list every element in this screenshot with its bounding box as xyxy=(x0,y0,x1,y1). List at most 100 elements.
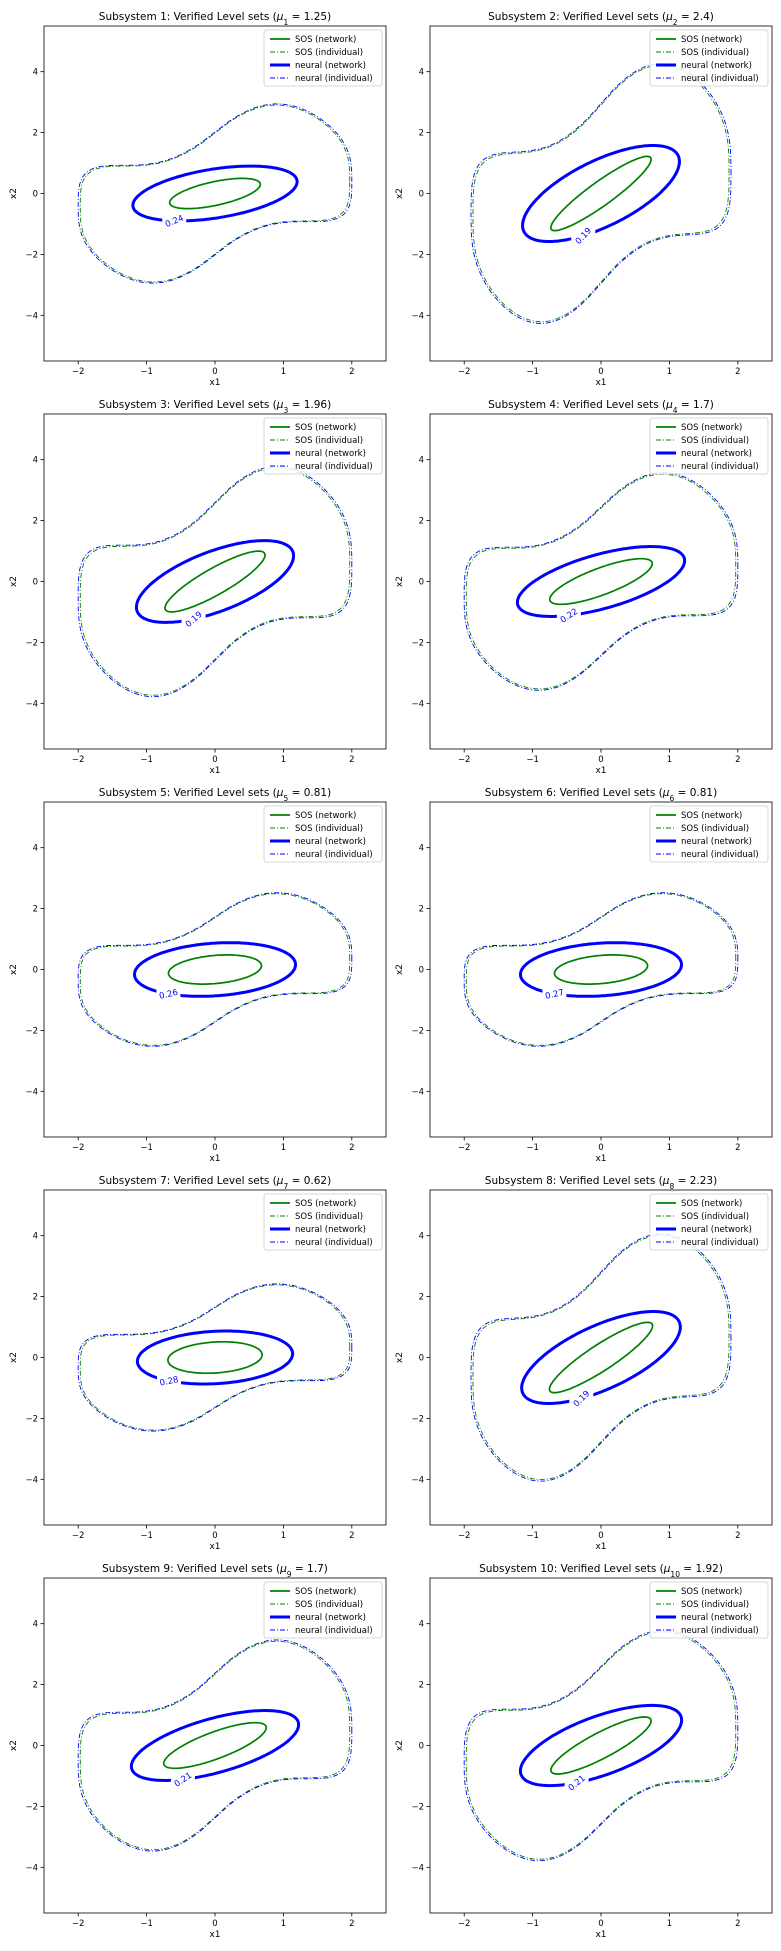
x-tick-label: 0 xyxy=(598,367,603,377)
x-tick-label: 2 xyxy=(349,755,354,765)
legend-label: neural (individual) xyxy=(295,462,373,472)
y-tick-label: 2 xyxy=(419,129,424,139)
legend-label: neural (individual) xyxy=(295,850,373,860)
x-tick-label: −1 xyxy=(526,1143,539,1153)
plot-area: 0.28 xyxy=(77,1283,353,1432)
subplot-8: 0.19 −2 −1 0 1 2 −4 −2 0 2 4 x1 x2 Subsystem 8: Verif… xyxy=(395,1175,773,1552)
x-tick-label: 0 xyxy=(212,755,217,765)
neural-individual-curve xyxy=(77,892,353,1047)
neural-network-curve xyxy=(131,164,299,223)
sos-individual-curve xyxy=(465,473,737,690)
legend-box xyxy=(263,805,383,863)
legend-label: SOS (individual) xyxy=(295,1212,363,1222)
neural-individual-curve xyxy=(77,1639,353,1852)
x-tick-label: 2 xyxy=(735,1919,740,1929)
y-tick-label: 4 xyxy=(419,844,424,854)
legend-label: neural (individual) xyxy=(295,1626,373,1636)
legend-label: neural (network) xyxy=(681,837,752,847)
y-tick-label: 0 xyxy=(33,1354,38,1364)
legend-label: neural (individual) xyxy=(681,1238,759,1248)
sos-individual-curve xyxy=(79,467,351,696)
legend-label: neural (network) xyxy=(681,1613,752,1623)
subplot-1: 0.24 −2 −1 0 1 2 −4 −2 0 2 4 x1 x2 Subsystem 1: Verif… xyxy=(9,11,387,388)
legend-label: SOS (network) xyxy=(681,811,742,821)
legend: SOS (network) SOS (individual) neural (net… xyxy=(263,1581,383,1639)
y-axis-label: x2 xyxy=(9,188,19,199)
neural-individual-curve xyxy=(470,63,732,324)
legend: SOS (network) SOS (individual) neural (net… xyxy=(263,1193,383,1251)
x-tick-label: 2 xyxy=(349,1143,354,1153)
subplot-title: Subsystem 1: Verified Level sets (μ1 = 1… xyxy=(99,11,331,27)
sos-individual-curve xyxy=(79,1284,351,1431)
legend-label: SOS (network) xyxy=(295,811,356,821)
x-tick-label: −2 xyxy=(458,1919,471,1929)
legend-label: SOS (network) xyxy=(295,423,356,433)
legend-label: SOS (individual) xyxy=(681,1212,749,1222)
subplot-6: 0.27 −2 −1 0 1 2 −4 −2 0 2 4 x1 x2 Subsystem 6: Verif… xyxy=(395,787,773,1164)
x-axis-label: x1 xyxy=(595,378,606,388)
x-tick-label: 0 xyxy=(598,1919,603,1929)
neural-network-curve xyxy=(520,1310,682,1405)
y-tick-label: 0 xyxy=(33,578,38,588)
y-tick-label: 4 xyxy=(419,456,424,466)
legend-box xyxy=(263,1581,383,1639)
y-tick-label: 2 xyxy=(33,1681,38,1691)
y-tick-label: 2 xyxy=(33,517,38,527)
y-tick-label: 0 xyxy=(419,190,424,200)
contour-label-bg xyxy=(181,613,206,626)
contour-label: 0.27 xyxy=(544,988,565,1002)
subplot-title: Subsystem 2: Verified Level sets (μ2 = 2… xyxy=(488,11,714,27)
x-axis-label: x1 xyxy=(595,1154,606,1164)
legend-label: neural (network) xyxy=(295,449,366,459)
legend: SOS (network) SOS (individual) neural (net… xyxy=(649,29,769,87)
sos-network-curve xyxy=(550,155,652,232)
legend: SOS (network) SOS (individual) neural (net… xyxy=(649,1581,769,1639)
x-tick-label: −2 xyxy=(458,1143,471,1153)
subplot-title: Subsystem 7: Verified Level sets (μ7 = 0… xyxy=(99,1175,331,1191)
plot-area: 0.21 xyxy=(77,1639,353,1852)
x-tick-label: −1 xyxy=(140,1143,153,1153)
subplot-title: Subsystem 5: Verified Level sets (μ5 = 0… xyxy=(99,787,331,803)
y-tick-label: 0 xyxy=(419,966,424,976)
y-axis-label: x2 xyxy=(395,188,405,199)
y-tick-label: 0 xyxy=(33,1742,38,1752)
sos-network-curve xyxy=(167,954,263,985)
y-tick-label: −4 xyxy=(25,1863,38,1873)
neural-individual-curve xyxy=(463,892,739,1047)
neural-individual-curve xyxy=(463,1629,739,1862)
neural-individual-curve xyxy=(77,103,353,284)
neural-individual-curve xyxy=(77,465,353,698)
y-tick-label: 4 xyxy=(419,68,424,78)
legend-box xyxy=(263,29,383,87)
legend-label: SOS (individual) xyxy=(681,436,749,446)
y-tick-label: 4 xyxy=(33,1232,38,1242)
legend-label: neural (individual) xyxy=(295,74,373,84)
y-tick-label: −4 xyxy=(25,311,38,321)
legend-label: SOS (individual) xyxy=(681,1600,749,1610)
legend-box xyxy=(649,1581,769,1639)
legend-label: neural (individual) xyxy=(681,1626,759,1636)
x-tick-label: 0 xyxy=(598,1531,603,1541)
x-tick-label: 2 xyxy=(349,1531,354,1541)
legend-label: neural (network) xyxy=(295,1225,366,1235)
y-tick-label: −2 xyxy=(411,1802,424,1812)
y-tick-label: −2 xyxy=(25,638,38,648)
legend-label: neural (individual) xyxy=(295,1238,373,1248)
legend-box xyxy=(649,417,769,475)
sos-individual-curve xyxy=(79,104,351,283)
y-tick-label: −4 xyxy=(411,1087,424,1097)
legend-label: SOS (network) xyxy=(681,1199,742,1209)
x-tick-label: 2 xyxy=(735,367,740,377)
y-tick-label: −2 xyxy=(411,638,424,648)
legend-box xyxy=(649,805,769,863)
y-tick-label: 4 xyxy=(33,844,38,854)
contour-label-bg xyxy=(556,609,581,622)
legend-label: SOS (individual) xyxy=(295,48,363,58)
neural-individual-curve xyxy=(77,1283,353,1432)
x-tick-label: −1 xyxy=(140,367,153,377)
x-tick-label: 0 xyxy=(598,755,603,765)
x-tick-label: 2 xyxy=(735,755,740,765)
legend-box xyxy=(649,1193,769,1251)
y-tick-label: 4 xyxy=(33,1620,38,1630)
